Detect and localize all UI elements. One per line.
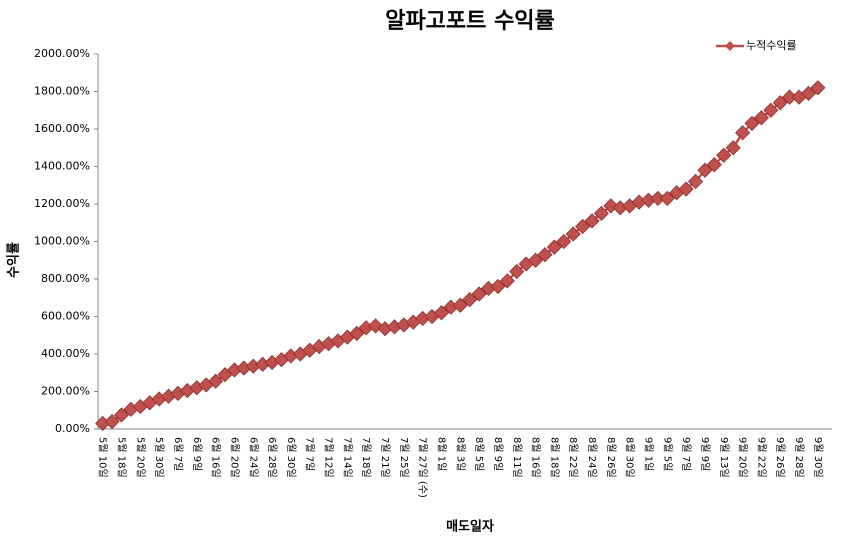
marker xyxy=(208,373,224,389)
y-tick-label: 1200.00% xyxy=(34,197,90,210)
marker xyxy=(490,278,506,295)
marker xyxy=(537,247,553,263)
marker xyxy=(509,263,525,280)
y-tick-label: 400.00% xyxy=(41,347,90,360)
marker xyxy=(697,162,713,178)
x-tick-label: 6월 9일 xyxy=(191,437,203,471)
x-tick-label: 9월 7일 xyxy=(680,437,692,471)
x-axis-title: 매도일자 xyxy=(446,520,494,535)
x-tick-label: 6월 20일 xyxy=(228,437,240,478)
x-tick-label: 6월 24일 xyxy=(247,437,259,478)
marker xyxy=(546,239,562,255)
marker xyxy=(433,305,450,321)
x-tick-label: 9월 28일 xyxy=(793,437,805,478)
legend-marker xyxy=(725,41,735,51)
marker xyxy=(452,297,468,313)
marker xyxy=(584,213,600,229)
marker xyxy=(113,407,130,423)
x-tick-label: 7월 14일 xyxy=(341,437,353,478)
x-tick-label: 7월 12일 xyxy=(323,437,335,478)
y-tick-label: 1400.00% xyxy=(34,160,90,173)
x-tick-label: 8월 5일 xyxy=(473,437,485,471)
marker xyxy=(725,140,741,156)
x-tick-label: 9월 30일 xyxy=(812,437,824,478)
x-tick-label: 8월 18일 xyxy=(548,437,560,478)
x-tick-label: 8월 30일 xyxy=(624,437,636,478)
marker xyxy=(565,226,581,242)
x-tick-label: 7월 7일 xyxy=(304,437,316,471)
marker xyxy=(349,325,365,341)
y-tick-label: 1600.00% xyxy=(34,122,90,135)
marker xyxy=(556,233,572,250)
x-tick-label: 9월 5일 xyxy=(661,437,673,471)
x-tick-label: 6월 28일 xyxy=(266,437,278,478)
y-tick-label: 1000.00% xyxy=(34,235,90,248)
x-tick-label: 8월 26일 xyxy=(605,437,617,478)
marker xyxy=(471,286,487,302)
marker xyxy=(810,80,826,96)
x-tick-label: 9월 1일 xyxy=(643,437,655,471)
x-tick-label: 8월 22일 xyxy=(567,437,579,478)
y-axis-title: 수익률 xyxy=(6,242,22,278)
x-tick-label: 9월 13일 xyxy=(718,437,730,478)
y-tick-label: 0.00% xyxy=(55,422,90,435)
marker xyxy=(716,147,732,163)
y-tick-label: 1800.00% xyxy=(34,85,90,98)
x-tick-label: 8월 16일 xyxy=(530,437,542,478)
x-tick-label: 9월 9일 xyxy=(699,437,711,471)
x-tick-label: 9월 22일 xyxy=(755,437,767,478)
marker xyxy=(735,125,751,141)
marker xyxy=(659,190,675,206)
x-tick-label: 5월 30일 xyxy=(153,437,165,478)
y-tick-label: 200.00% xyxy=(41,385,90,398)
x-tick-label: 7월 21일 xyxy=(379,437,391,478)
y-tick-label: 2000.00% xyxy=(34,47,90,60)
x-tick-label: 5월 18일 xyxy=(116,437,128,478)
x-tick-label: 7월 25일 xyxy=(398,437,410,478)
x-tick-label: 8월 11일 xyxy=(511,437,523,478)
y-tick-label: 600.00% xyxy=(41,310,90,323)
marker xyxy=(462,292,478,308)
marker xyxy=(800,85,817,101)
x-tick-label: 8월 3일 xyxy=(454,437,466,471)
x-tick-label: 7월 18일 xyxy=(360,437,372,478)
marker xyxy=(706,157,722,173)
x-tick-label: 8월 9일 xyxy=(492,437,504,471)
marker xyxy=(753,110,769,126)
x-tick-label: 7월 27일 (수) xyxy=(417,437,429,498)
x-tick-label: 6월 7일 xyxy=(172,437,184,471)
legend-label: 누적수익률 xyxy=(746,39,797,52)
marker xyxy=(603,198,619,214)
marker xyxy=(687,173,704,190)
x-tick-label: 9월 26일 xyxy=(774,437,786,478)
x-tick-label: 5월 10일 xyxy=(97,437,109,478)
marker xyxy=(104,413,120,430)
marker xyxy=(575,218,591,235)
x-tick-label: 8월 1일 xyxy=(435,437,447,471)
y-tick-label: 800.00% xyxy=(41,272,90,285)
x-tick-label: 9월 20일 xyxy=(737,437,749,478)
chart-title: 알파고포트 수익률 xyxy=(385,9,555,34)
x-tick-label: 6월 30일 xyxy=(285,437,297,478)
marker xyxy=(772,95,788,111)
marker xyxy=(368,318,384,334)
series-line xyxy=(102,86,819,425)
marker xyxy=(744,115,760,131)
x-tick-label: 6월 16일 xyxy=(210,437,222,478)
x-tick-label: 8월 24일 xyxy=(586,437,598,478)
marker xyxy=(528,252,544,268)
marker xyxy=(593,205,610,221)
marker xyxy=(678,181,694,197)
x-tick-label: 5월 20일 xyxy=(134,437,146,478)
marker xyxy=(499,273,515,289)
marker xyxy=(763,102,779,118)
